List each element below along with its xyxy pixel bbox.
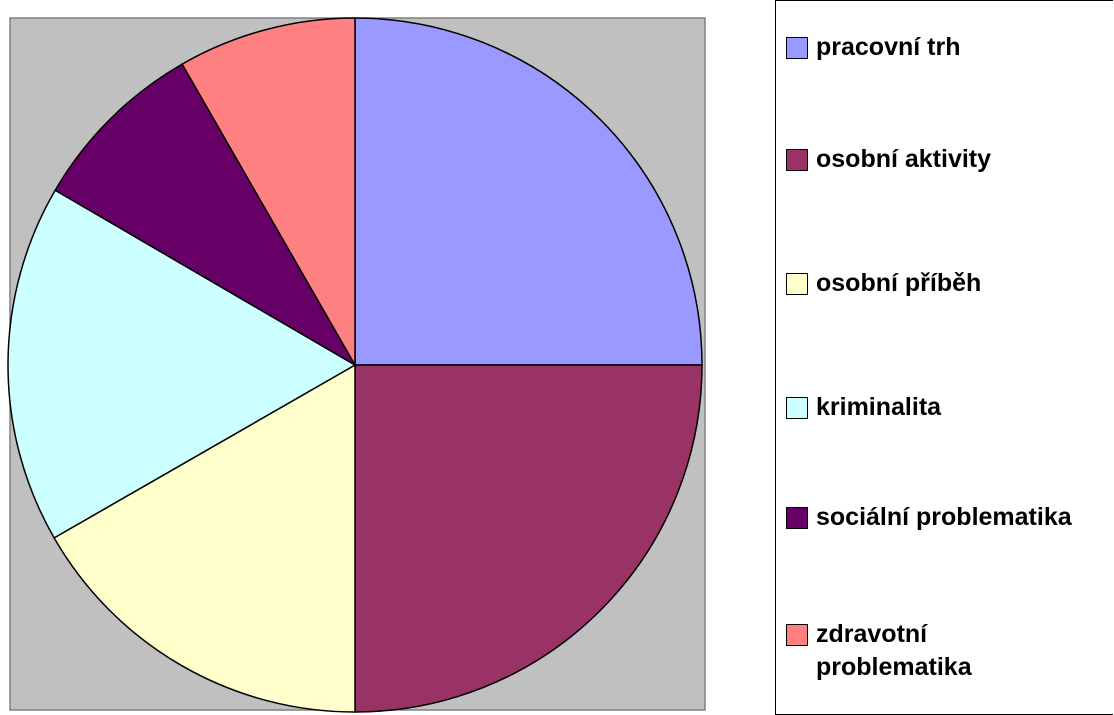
legend-label: osobní příběh: [816, 269, 982, 297]
legend-item: osobní aktivity: [786, 143, 991, 176]
chart: [7, 17, 706, 713]
pie-slice: [181, 17, 356, 368]
legend-label: zdravotní problematika: [816, 620, 972, 681]
pie-slice: [54, 63, 358, 368]
legend-swatch: [786, 624, 808, 646]
legend-swatch: [786, 149, 808, 171]
legend: pracovní trh osobní aktivity osobní příběh…: [775, 0, 1113, 715]
pie-slice: [53, 363, 356, 713]
legend-item: zdravotní problematika: [786, 618, 1078, 684]
legend-label: sociální problematika: [816, 503, 1072, 531]
legend-swatch: [786, 37, 808, 59]
legend-item: sociální problematika: [786, 501, 1072, 534]
pie-slice: [7, 189, 357, 539]
legend-label: pracovní trh: [816, 33, 961, 61]
legend-label: osobní aktivity: [816, 145, 992, 173]
legend-swatch: [786, 273, 808, 295]
legend-item: pracovní trh: [786, 31, 960, 64]
legend-item: osobní příběh: [786, 267, 981, 300]
legend-swatch: [786, 507, 808, 529]
pie-slice: [354, 364, 703, 713]
legend-swatch: [786, 397, 808, 419]
pie-slice: [354, 17, 703, 366]
legend-label: kriminalita: [816, 393, 942, 421]
legend-item: kriminalita: [786, 391, 941, 424]
